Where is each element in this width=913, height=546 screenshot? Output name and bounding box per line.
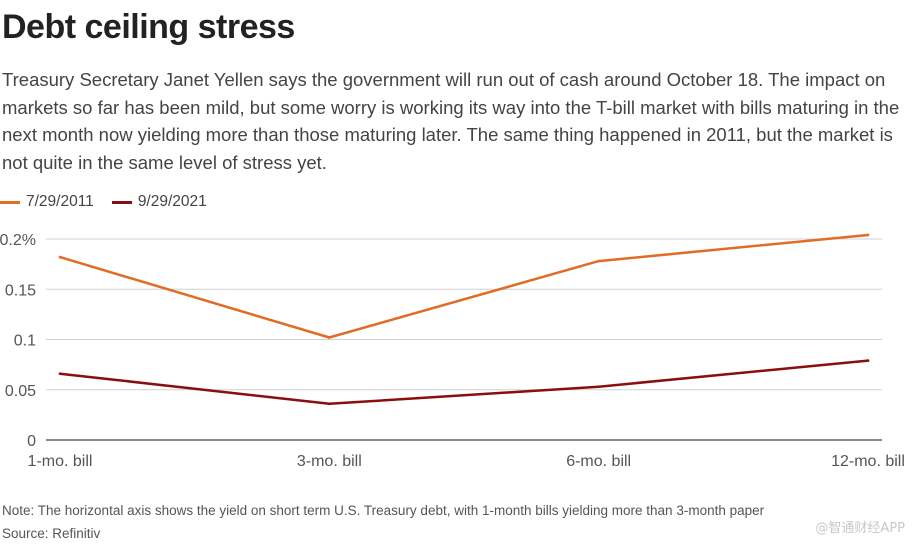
legend: 7/29/2011 9/29/2021 — [0, 193, 207, 211]
legend-item-2021: 9/29/2021 — [111, 193, 207, 211]
chart-title: Debt ceiling stress — [2, 8, 295, 46]
y-tick-label: 0 — [27, 433, 36, 450]
x-tick-label: 3-mo. bill — [297, 453, 362, 470]
data-point — [328, 336, 331, 339]
data-point — [866, 359, 870, 362]
data-point — [58, 372, 62, 375]
data-point — [597, 259, 600, 263]
legend-swatch-2011 — [0, 200, 20, 204]
watermark: @智通财经APP — [815, 521, 905, 536]
y-tick-labels: 0 0.05 0.1 0.15 0.2% — [0, 232, 36, 450]
x-tick-label: 12-mo. bill — [831, 453, 905, 470]
legend-label-2011: 7/29/2011 — [26, 193, 94, 210]
y-tick-label: 0.2% — [0, 232, 36, 249]
x-tick-label: 6-mo. bill — [566, 453, 631, 470]
data-point — [328, 402, 331, 406]
chart-note: Note: The horizontal axis shows the yiel… — [2, 503, 765, 518]
legend-label-2021: 9/29/2021 — [137, 193, 207, 210]
data-point — [866, 233, 870, 237]
y-tick-label: 0.05 — [5, 383, 36, 400]
x-tick-labels: 1-mo. bill 3-mo. bill 6-mo. bill 12-mo. bil… — [28, 453, 905, 470]
chart-subtitle: Treasury Secretary Janet Yellen says the… — [2, 69, 900, 173]
data-point — [597, 385, 600, 389]
data-point — [58, 255, 62, 259]
series-line-2021 — [58, 359, 870, 406]
series-lines — [58, 233, 870, 406]
line-chart: 0 0.05 0.1 0.15 0.2% 1-mo. bill 3-mo. bill 6-m… — [0, 232, 905, 470]
y-tick-label: 0.15 — [5, 282, 36, 299]
legend-swatch-2021 — [111, 200, 132, 204]
y-grid — [46, 238, 882, 441]
chart-source: Source: Refinitiv — [2, 526, 101, 541]
series-line-2011 — [58, 233, 870, 339]
x-tick-label: 1-mo. bill — [28, 453, 93, 470]
y-tick-label: 0.1 — [14, 333, 36, 350]
legend-item-2011: 7/29/2011 — [0, 193, 94, 211]
